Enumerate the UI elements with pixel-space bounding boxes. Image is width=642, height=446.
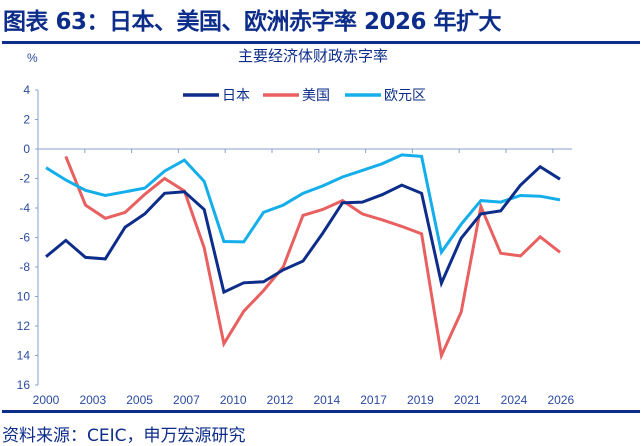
legend-label: 欧元区 [384, 88, 426, 104]
figure-title: 图表 63：日本、美国、欧洲赤字率 2026 年扩大 [3, 9, 502, 35]
y-tick-label: -4 [19, 201, 30, 215]
x-tick-label: 2021 [454, 393, 481, 407]
x-tick-label: 2003 [79, 393, 106, 407]
source-note: 资料来源：CEIC，申万宏源研究 [2, 426, 246, 446]
legend: 日本 美国 欧元区 [183, 88, 426, 104]
legend-label: 日本 [222, 88, 250, 104]
series-line-2 [45, 153, 561, 256]
footer-divider [2, 410, 640, 413]
title-divider [2, 41, 640, 44]
y-axis-unit: % [27, 51, 38, 65]
x-tick-label: 2007 [173, 393, 200, 407]
y-tick-label: 0 [23, 142, 30, 156]
x-tick-label: 2012 [267, 393, 294, 407]
y-tick-label: -6 [19, 231, 30, 245]
x-tick-label: 2019 [407, 393, 434, 407]
y-tick-label: -8 [19, 260, 30, 274]
y-tick-label: 12 [17, 319, 31, 333]
y-tick-label: 14 [17, 349, 31, 363]
x-tick-label: 2010 [220, 393, 247, 407]
y-tick-label: 2 [23, 113, 30, 127]
series-line-0 [45, 164, 561, 295]
y-tick-label: 4 [23, 83, 30, 97]
x-tick-label: 2014 [313, 393, 340, 407]
x-tick-label: 2017 [360, 393, 387, 407]
series-line-1 [64, 155, 561, 361]
y-tick-label: -2 [19, 172, 30, 186]
x-tick-label: 2005 [126, 393, 153, 407]
y-tick-label: 16 [17, 378, 31, 392]
y-tick-label: 10 [17, 290, 31, 304]
x-tick-label: 2024 [501, 393, 528, 407]
x-tick-label: 2026 [547, 393, 574, 407]
series-lines [45, 153, 561, 361]
x-tick-label: 2000 [33, 393, 60, 407]
chart-title: 主要经济体财政赤字率 [238, 47, 388, 65]
legend-label: 美国 [302, 88, 330, 104]
